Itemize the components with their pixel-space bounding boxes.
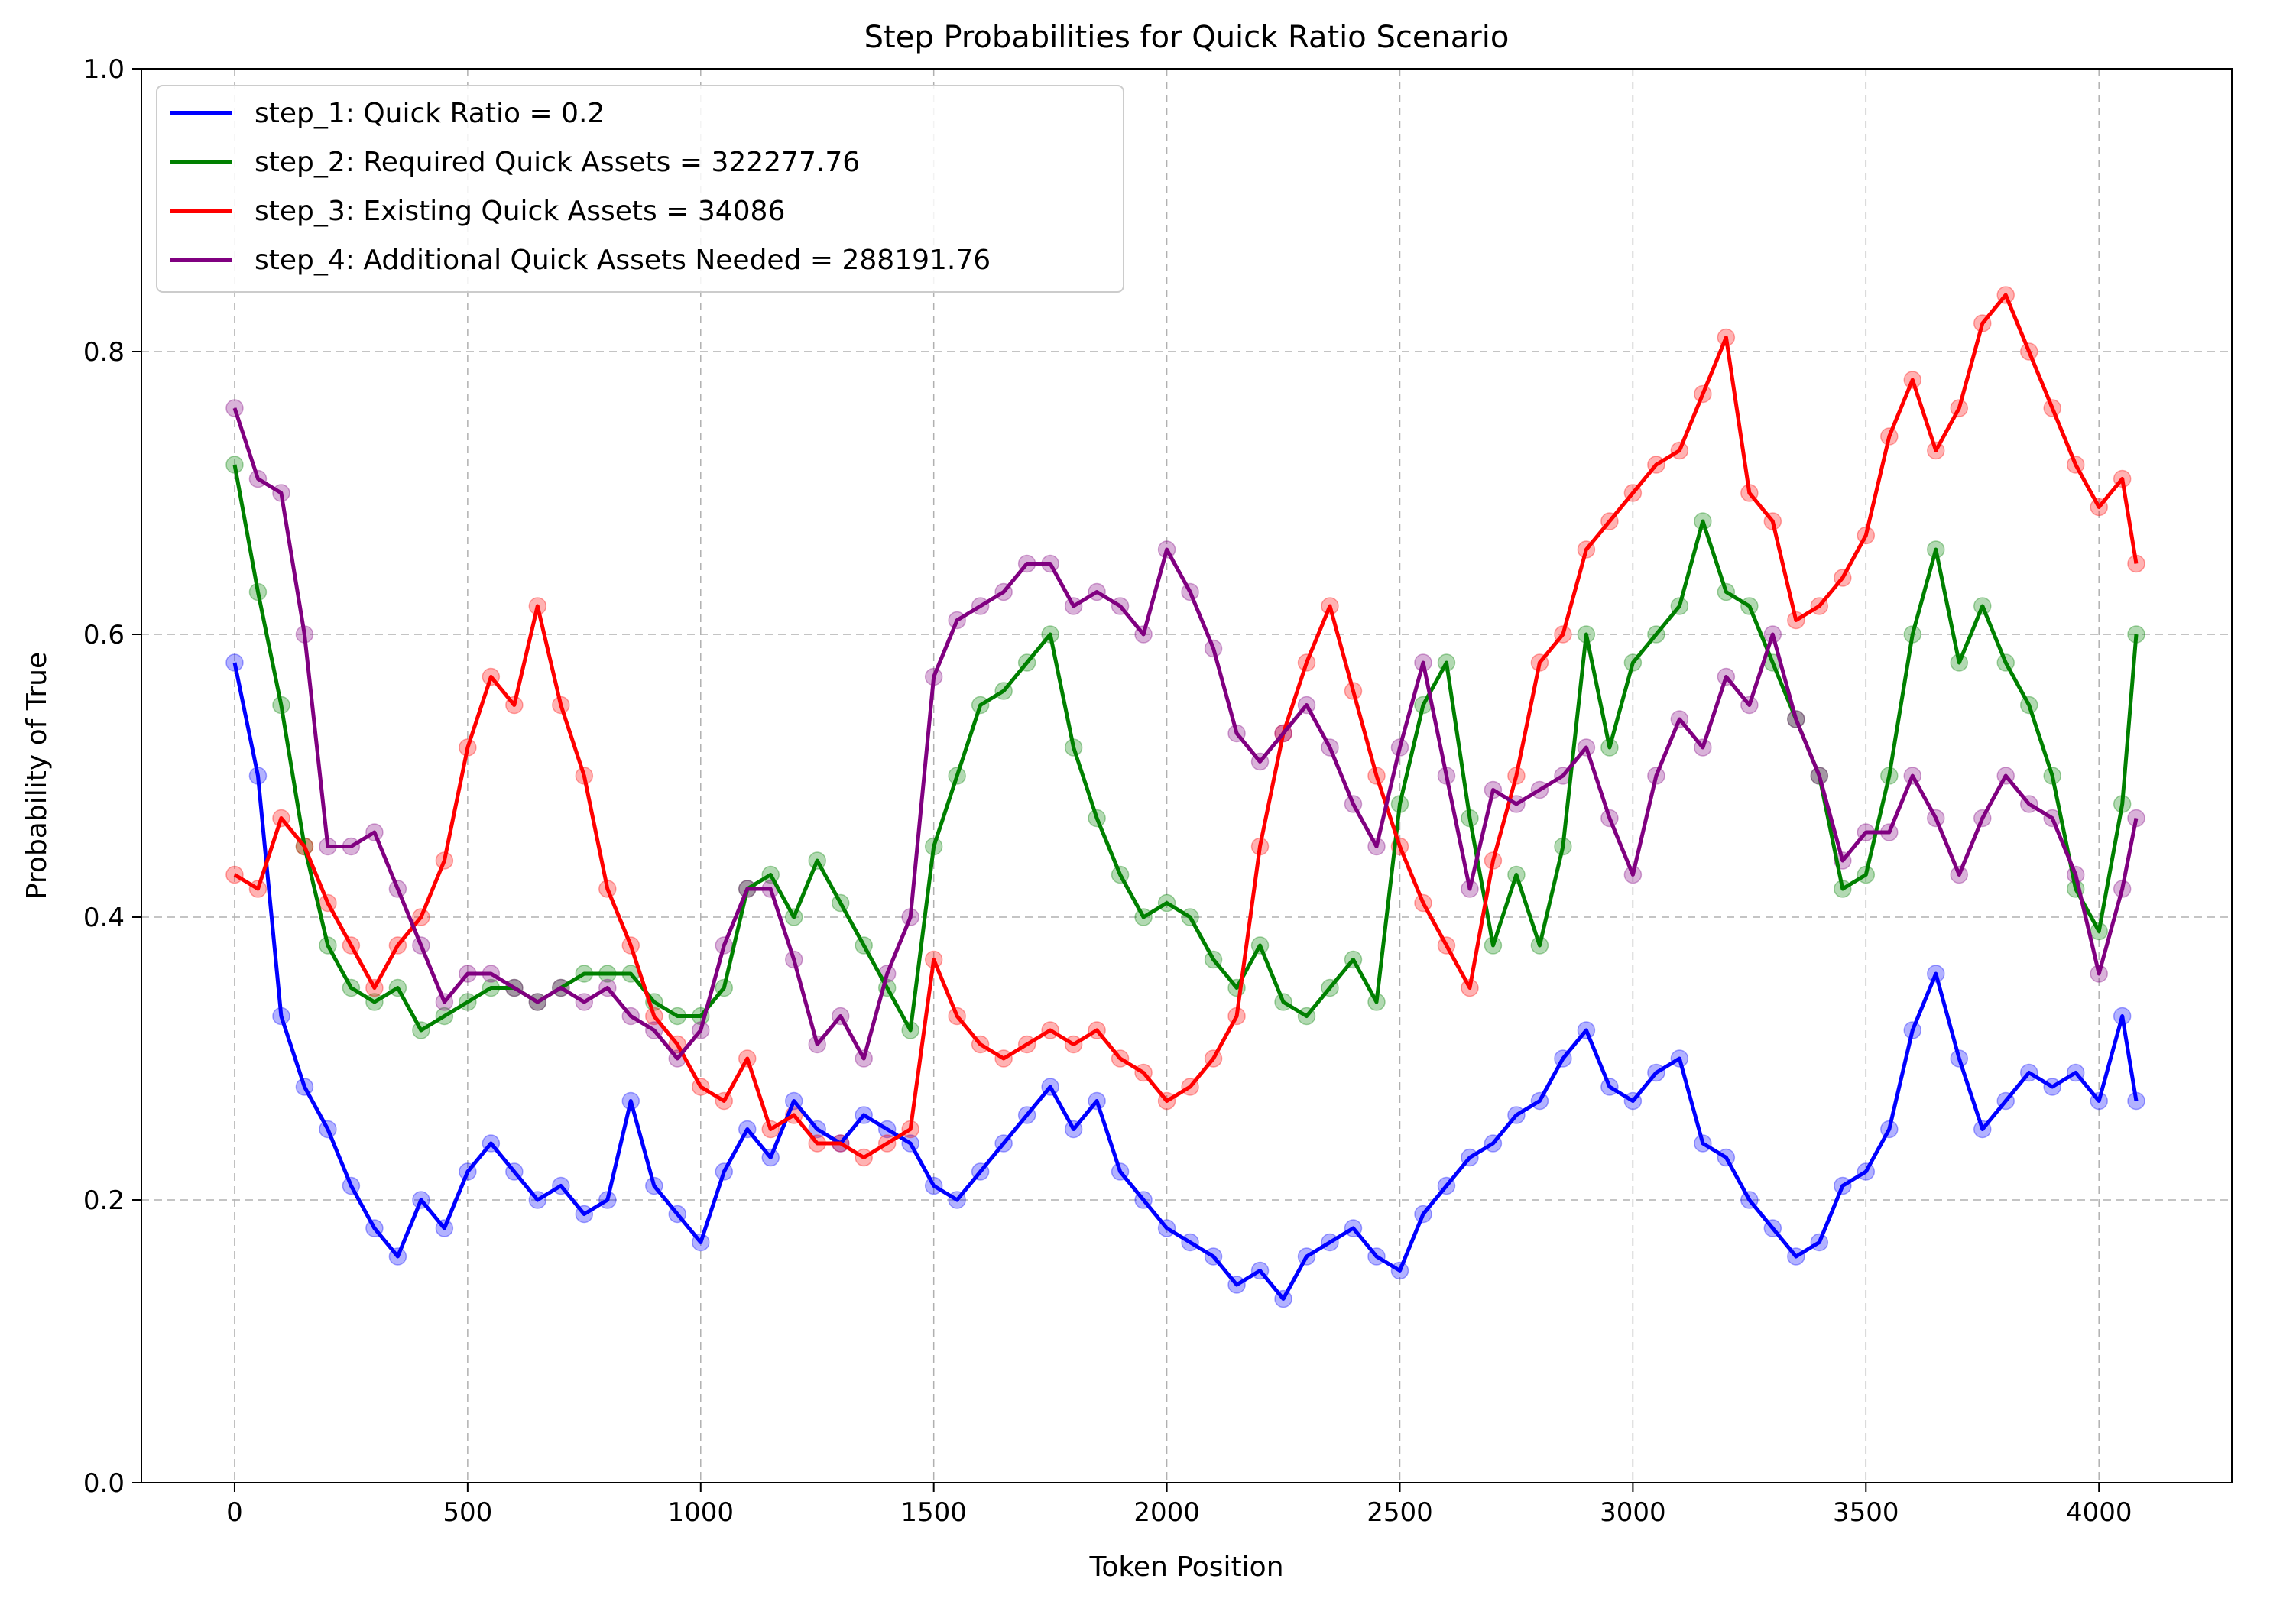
- series-4-point: [225, 399, 244, 417]
- x-tick-label: 3000: [1600, 1497, 1666, 1528]
- x-tick-label: 2500: [1367, 1497, 1433, 1528]
- y-tick-label: 0.6: [83, 620, 125, 650]
- series-lines: [232, 293, 2139, 1301]
- legend-label: step_1: Quick Ratio = 0.2: [255, 98, 605, 129]
- plot-frame: [141, 68, 2233, 1483]
- legend-label: step_2: Required Quick Assets = 322277.7…: [255, 147, 860, 178]
- scatter-points: [225, 286, 2145, 1308]
- y-axis-label: Probability of True: [21, 652, 53, 900]
- y-tick-label: 0.8: [83, 337, 125, 368]
- series-3-point: [225, 865, 244, 884]
- legend: step_1: Quick Ratio = 0.2 step_2: Require…: [156, 85, 1124, 293]
- legend-label: step_3: Existing Quick Assets = 34086: [255, 196, 785, 227]
- x-tick-label: 1500: [900, 1497, 967, 1528]
- series-3-line: [233, 293, 2139, 1159]
- x-tick-label: 2000: [1133, 1497, 1200, 1528]
- ticks: 0 500 1000 1500 2000 2500 3000 3500 4000 0.0 0.2 0.…: [83, 54, 2132, 1528]
- series-4-line: [232, 407, 2139, 1061]
- x-tick-label: 0: [226, 1497, 243, 1528]
- series-1-line: [232, 662, 2139, 1301]
- y-tick-label: 0.4: [83, 903, 125, 933]
- y-tick-label: 0.2: [83, 1185, 125, 1216]
- series-2-line: [232, 464, 2139, 1033]
- x-tick-label: 1000: [668, 1497, 735, 1528]
- chart-title: Step Probabilities for Quick Ratio Scena…: [864, 20, 1510, 55]
- x-tick-label: 3500: [1833, 1497, 1899, 1528]
- x-tick-label: 500: [443, 1497, 492, 1528]
- legend-box: [156, 85, 1124, 293]
- x-tick-label: 4000: [2066, 1497, 2132, 1528]
- legend-label: step_4: Additional Quick Assets Needed =…: [255, 245, 991, 276]
- x-axis-label: Token Position: [1088, 1552, 1283, 1583]
- y-tick-label: 1.0: [83, 54, 125, 85]
- y-tick-label: 0.0: [83, 1468, 125, 1499]
